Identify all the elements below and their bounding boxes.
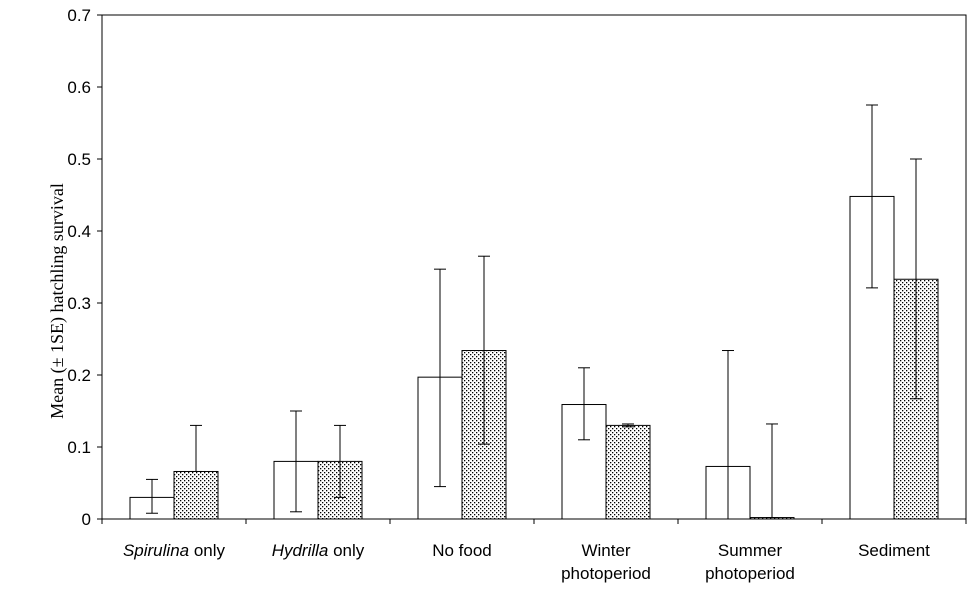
error-bar xyxy=(478,255,490,445)
y-axis-label: Mean (± 1SE) hatchling survival xyxy=(47,183,68,419)
error-bar xyxy=(622,423,634,428)
y-tick-label: 0.6 xyxy=(67,78,91,97)
y-tick-label: 0.4 xyxy=(67,222,91,241)
x-category-label-part: Summer xyxy=(718,541,783,560)
error-bar xyxy=(766,423,778,519)
error-bar xyxy=(910,158,922,400)
error-bar xyxy=(290,410,302,513)
y-tick-label: 0 xyxy=(82,510,91,529)
x-category-label-part: Hydrilla xyxy=(272,541,329,560)
x-category-label: Hydrilla only xyxy=(272,541,365,560)
x-category-label: photoperiod xyxy=(561,564,651,583)
plot-border xyxy=(101,14,967,520)
bar xyxy=(605,424,651,520)
y-tick-label: 0.7 xyxy=(67,6,91,25)
error-bar xyxy=(578,367,590,441)
error-bar xyxy=(190,424,202,472)
x-category-label: Sediment xyxy=(858,541,930,560)
x-category-label: Winter xyxy=(581,541,630,560)
y-tick-label: 0.5 xyxy=(67,150,91,169)
y-tick-label: 0.2 xyxy=(67,366,91,385)
y-tick-label: 0.1 xyxy=(67,438,91,457)
bar xyxy=(173,470,219,520)
error-bar xyxy=(146,478,158,514)
x-category-label: photoperiod xyxy=(705,564,795,583)
error-bars xyxy=(146,104,922,520)
x-category-label-part: only xyxy=(189,541,225,560)
x-category-label-part: only xyxy=(328,541,364,560)
x-category-label-part: No food xyxy=(432,541,492,560)
plot-frame xyxy=(101,14,967,520)
x-category-label-part: photoperiod xyxy=(705,564,795,583)
x-category-label: Spirulina only xyxy=(123,541,226,560)
bars xyxy=(129,195,939,520)
y-axis: 0 0.1 0.2 0.3 0.4 0.5 0.6 0.7 xyxy=(67,6,102,529)
x-axis: Spirulina only Hydrilla only No food Winter… xyxy=(101,519,967,583)
x-category-label: Summer xyxy=(718,541,783,560)
error-bar xyxy=(434,268,446,488)
x-category-label-part: Winter xyxy=(581,541,630,560)
error-bar xyxy=(866,104,878,289)
x-category-label: No food xyxy=(432,541,492,560)
y-tick-label: 0.3 xyxy=(67,294,91,313)
error-bar xyxy=(722,350,734,520)
x-category-label-part: Spirulina xyxy=(123,541,189,560)
error-bar xyxy=(334,424,346,498)
x-category-label-part: photoperiod xyxy=(561,564,651,583)
x-category-label-part: Sediment xyxy=(858,541,930,560)
